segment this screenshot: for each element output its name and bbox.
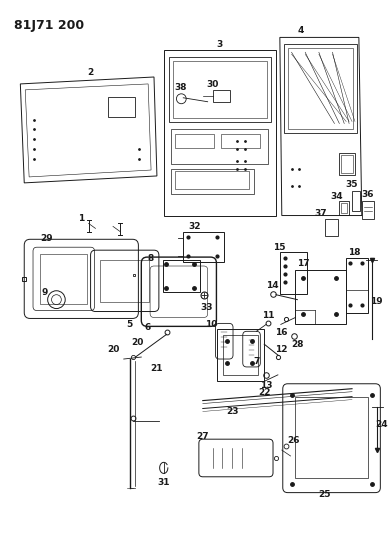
Text: 30: 30	[206, 80, 219, 90]
Text: 11: 11	[262, 311, 274, 320]
Text: 7: 7	[253, 357, 260, 366]
Bar	[346, 258, 368, 312]
Text: 3: 3	[216, 40, 222, 49]
Text: 34: 34	[330, 192, 343, 201]
Bar	[339, 153, 355, 175]
Text: 29: 29	[40, 234, 53, 243]
Text: 20: 20	[107, 345, 119, 353]
Bar	[284, 44, 357, 133]
Text: 6: 6	[144, 323, 150, 332]
Bar	[172, 61, 267, 118]
Text: 18: 18	[348, 248, 360, 257]
Bar	[362, 201, 373, 219]
Bar	[339, 201, 349, 215]
Text: 1: 1	[78, 214, 84, 223]
Bar	[108, 97, 135, 117]
Bar	[296, 397, 368, 478]
Text: 27: 27	[196, 432, 209, 441]
Text: 20: 20	[131, 338, 143, 346]
Bar	[296, 270, 346, 325]
Text: 13: 13	[260, 381, 273, 390]
Text: 16: 16	[274, 328, 287, 337]
Text: 9: 9	[41, 288, 48, 297]
Text: 2: 2	[88, 68, 94, 77]
Text: 14: 14	[266, 281, 278, 290]
Text: 15: 15	[273, 243, 285, 252]
Text: 32: 32	[189, 222, 201, 231]
Text: 25: 25	[319, 490, 331, 499]
Bar	[163, 260, 200, 292]
Bar	[223, 335, 258, 375]
Text: 31: 31	[158, 478, 170, 487]
Bar	[341, 155, 353, 173]
Text: 26: 26	[287, 435, 300, 445]
Bar	[170, 169, 253, 194]
Text: 12: 12	[274, 345, 287, 353]
Bar	[170, 130, 268, 164]
Text: 19: 19	[370, 297, 383, 306]
Text: 5: 5	[126, 320, 133, 329]
Text: 24: 24	[375, 420, 387, 429]
Bar	[40, 254, 87, 304]
Text: 21: 21	[151, 365, 163, 374]
Text: 37: 37	[314, 209, 327, 218]
Text: 28: 28	[291, 340, 304, 349]
Bar	[288, 49, 353, 130]
Bar	[176, 134, 215, 148]
Text: 81J71 200: 81J71 200	[14, 19, 84, 31]
Bar	[100, 260, 149, 302]
Text: 17: 17	[297, 259, 310, 268]
Text: 4: 4	[297, 26, 303, 35]
Bar	[217, 329, 264, 381]
Bar	[169, 57, 271, 122]
Text: 8: 8	[148, 254, 154, 263]
Text: 38: 38	[174, 83, 187, 92]
Bar	[221, 134, 260, 148]
Bar	[280, 252, 307, 294]
Text: 36: 36	[361, 190, 374, 199]
Bar	[352, 191, 360, 211]
Bar	[213, 90, 230, 102]
Bar	[183, 232, 224, 262]
Bar	[176, 171, 249, 189]
Text: 22: 22	[258, 388, 271, 397]
Bar	[325, 219, 338, 236]
Text: 10: 10	[205, 320, 218, 329]
Text: 23: 23	[226, 407, 238, 416]
Bar	[341, 203, 347, 213]
Text: 33: 33	[201, 303, 213, 312]
Text: 35: 35	[346, 180, 358, 189]
